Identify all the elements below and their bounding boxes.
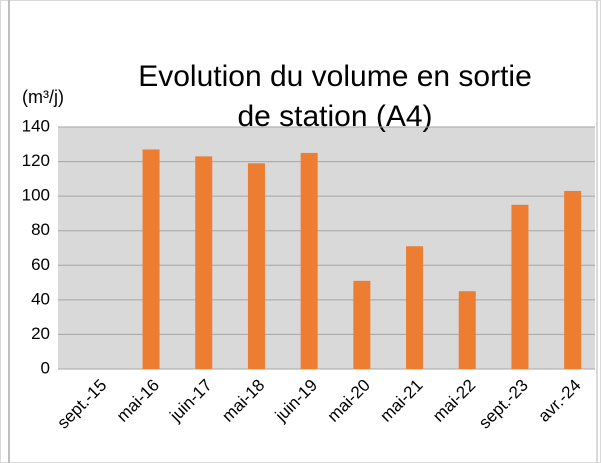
bar [353,280,371,369]
y-tick-label: 20 [31,324,50,343]
bar [247,163,265,369]
y-tick-label: 100 [22,186,50,205]
bar [511,204,529,369]
y-tick-label: 120 [22,151,50,170]
y-tick-label: 0 [41,358,50,377]
bar [300,152,318,369]
bar [458,291,476,369]
chart-title: Evolution du volume en sortie [138,60,532,93]
y-tick-label: 140 [22,116,50,135]
bar [195,156,213,369]
bar [406,246,424,369]
y-tick-label: 80 [31,220,50,239]
y-axis-label: (m³/j) [22,87,64,107]
chart-title: de station (A4) [237,100,432,133]
y-tick-label: 40 [31,289,50,308]
bar [564,190,582,369]
y-tick-label: 60 [31,255,50,274]
bar [142,149,160,369]
